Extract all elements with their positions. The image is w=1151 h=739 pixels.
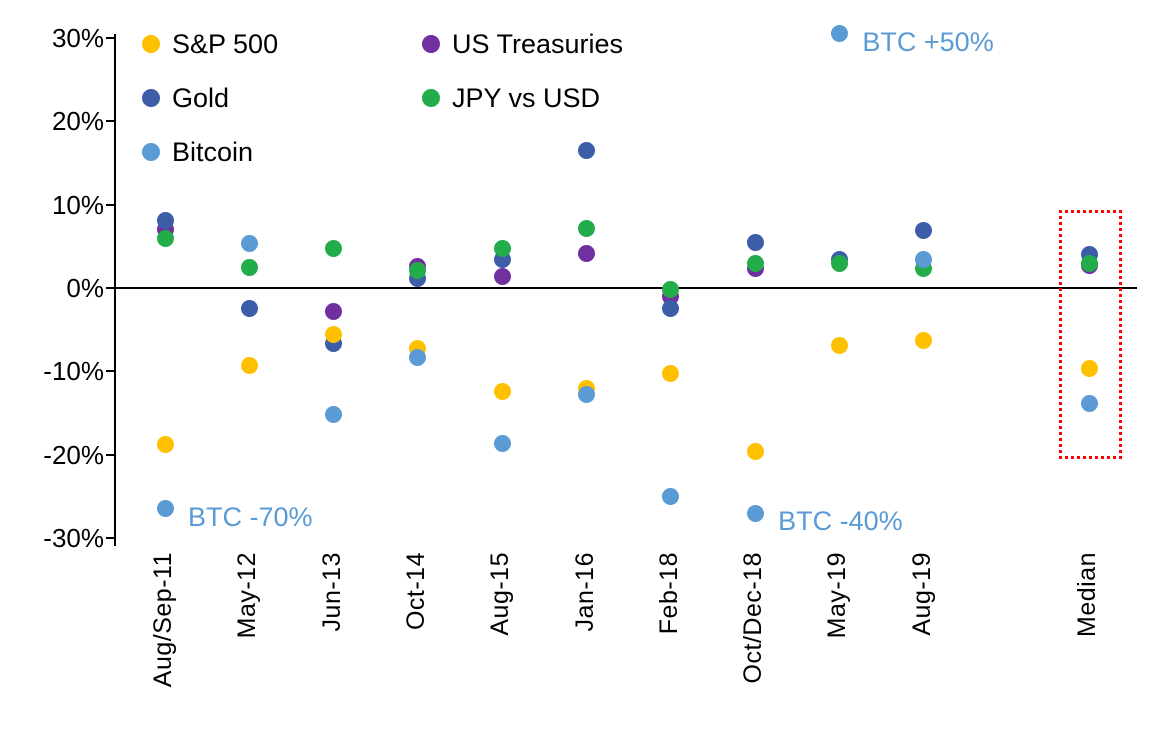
legend-swatch-jpy-vs-usd xyxy=(422,89,440,107)
data-point-s-p-500 xyxy=(830,337,848,354)
y-axis-tick xyxy=(106,370,115,373)
btc-annotation: BTC +50% xyxy=(862,26,994,57)
data-point-s-p-500 xyxy=(156,436,174,454)
data-point-jpy-vs-usd xyxy=(409,262,427,279)
y-axis-line xyxy=(114,34,116,546)
legend-label: JPY vs USD xyxy=(452,83,601,113)
data-point-jpy-vs-usd xyxy=(493,240,511,258)
data-point-bitcoin xyxy=(578,386,595,404)
legend-swatch-s-p-500 xyxy=(142,35,160,53)
data-point-gold xyxy=(240,300,258,318)
data-point-jpy-vs-usd xyxy=(830,255,848,273)
data-point-bitcoin xyxy=(493,435,511,453)
y-axis-tick-label: -10% xyxy=(43,356,104,387)
data-point-s-p-500 xyxy=(1080,360,1098,378)
x-axis-category-label: Aug-19 xyxy=(907,552,936,636)
x-axis-category-label: May-12 xyxy=(233,552,262,639)
legend-label: Gold xyxy=(172,83,230,113)
x-axis-category-label: Jun-13 xyxy=(317,552,346,632)
data-point-us-treasuries xyxy=(325,302,343,320)
data-point-us-treasuries xyxy=(578,245,595,263)
legend-label: US Treasuries xyxy=(452,29,624,59)
x-axis-category-label: Aug-15 xyxy=(486,552,515,636)
data-point-bitcoin xyxy=(915,251,933,269)
data-point-gold xyxy=(746,233,764,251)
data-point-bitcoin xyxy=(746,504,764,522)
y-axis-tick xyxy=(106,203,115,206)
data-point-bitcoin xyxy=(662,487,680,505)
data-point-bitcoin xyxy=(156,500,174,518)
data-point-gold xyxy=(662,299,680,317)
y-axis-tick-label: 30% xyxy=(51,23,104,53)
data-point-jpy-vs-usd xyxy=(1080,254,1098,272)
y-axis-tick-label: 0% xyxy=(66,273,104,303)
data-point-gold xyxy=(915,222,933,239)
y-axis-tick-label: 10% xyxy=(51,189,104,220)
y-axis-tick-label: -20% xyxy=(43,439,104,470)
data-point-jpy-vs-usd xyxy=(156,229,174,247)
y-axis-tick xyxy=(106,537,115,539)
data-point-us-treasuries xyxy=(493,267,511,285)
x-axis-category-label: Feb-18 xyxy=(654,552,683,635)
data-point-s-p-500 xyxy=(325,326,343,344)
legend-swatch-gold xyxy=(142,89,160,107)
data-point-bitcoin xyxy=(325,406,343,424)
data-point-s-p-500 xyxy=(915,332,933,349)
data-point-jpy-vs-usd xyxy=(662,281,680,299)
btc-annotation: BTC -40% xyxy=(778,506,903,536)
data-point-s-p-500 xyxy=(746,442,764,460)
y-axis-tick xyxy=(106,453,115,456)
x-axis-category-label: Median xyxy=(1073,552,1101,637)
data-point-gold xyxy=(578,142,595,159)
data-point-jpy-vs-usd xyxy=(746,255,764,273)
y-axis-tick-label: -30% xyxy=(43,523,104,553)
data-point-bitcoin xyxy=(240,235,258,253)
y-axis-tick xyxy=(106,120,115,123)
data-point-gold xyxy=(156,212,174,229)
data-point-bitcoin xyxy=(830,25,848,43)
legend-swatch-bitcoin xyxy=(142,143,160,161)
y-axis-tick xyxy=(106,37,115,39)
x-axis-category-label: Aug/Sep-11 xyxy=(149,552,177,688)
data-point-s-p-500 xyxy=(662,364,680,382)
legend-label: S&P 500 xyxy=(172,29,279,59)
y-axis-tick-label: 20% xyxy=(51,106,104,137)
x-axis-category-label: Oct-14 xyxy=(401,552,430,631)
data-point-s-p-500 xyxy=(493,382,511,400)
data-point-jpy-vs-usd xyxy=(325,239,343,257)
median-highlight-box xyxy=(1059,210,1122,459)
zero-baseline xyxy=(115,287,1137,289)
data-point-bitcoin xyxy=(1080,395,1098,413)
x-axis-category-label: Jan-16 xyxy=(570,552,599,632)
btc-annotation: BTC -70% xyxy=(188,501,313,532)
x-axis-category-label: May-19 xyxy=(823,552,852,639)
data-point-s-p-500 xyxy=(240,357,258,374)
data-point-jpy-vs-usd xyxy=(240,258,258,276)
data-point-bitcoin xyxy=(409,348,427,366)
x-axis-category-label: Oct/Dec-18 xyxy=(739,552,768,684)
legend-swatch-us-treasuries xyxy=(422,35,440,53)
y-axis-tick xyxy=(106,287,115,289)
legend-label: Bitcoin xyxy=(172,137,254,167)
data-point-jpy-vs-usd xyxy=(578,219,595,237)
